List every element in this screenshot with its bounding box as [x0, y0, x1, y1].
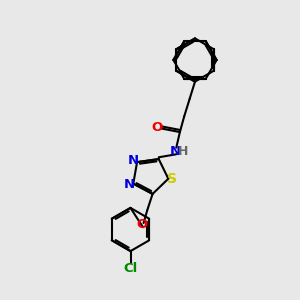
Text: N: N [170, 146, 181, 158]
Text: Cl: Cl [123, 262, 138, 275]
Text: S: S [167, 172, 177, 186]
Text: H: H [178, 146, 189, 158]
Text: O: O [137, 218, 148, 231]
Text: N: N [128, 154, 139, 167]
Text: N: N [124, 178, 135, 191]
Text: O: O [152, 122, 163, 134]
